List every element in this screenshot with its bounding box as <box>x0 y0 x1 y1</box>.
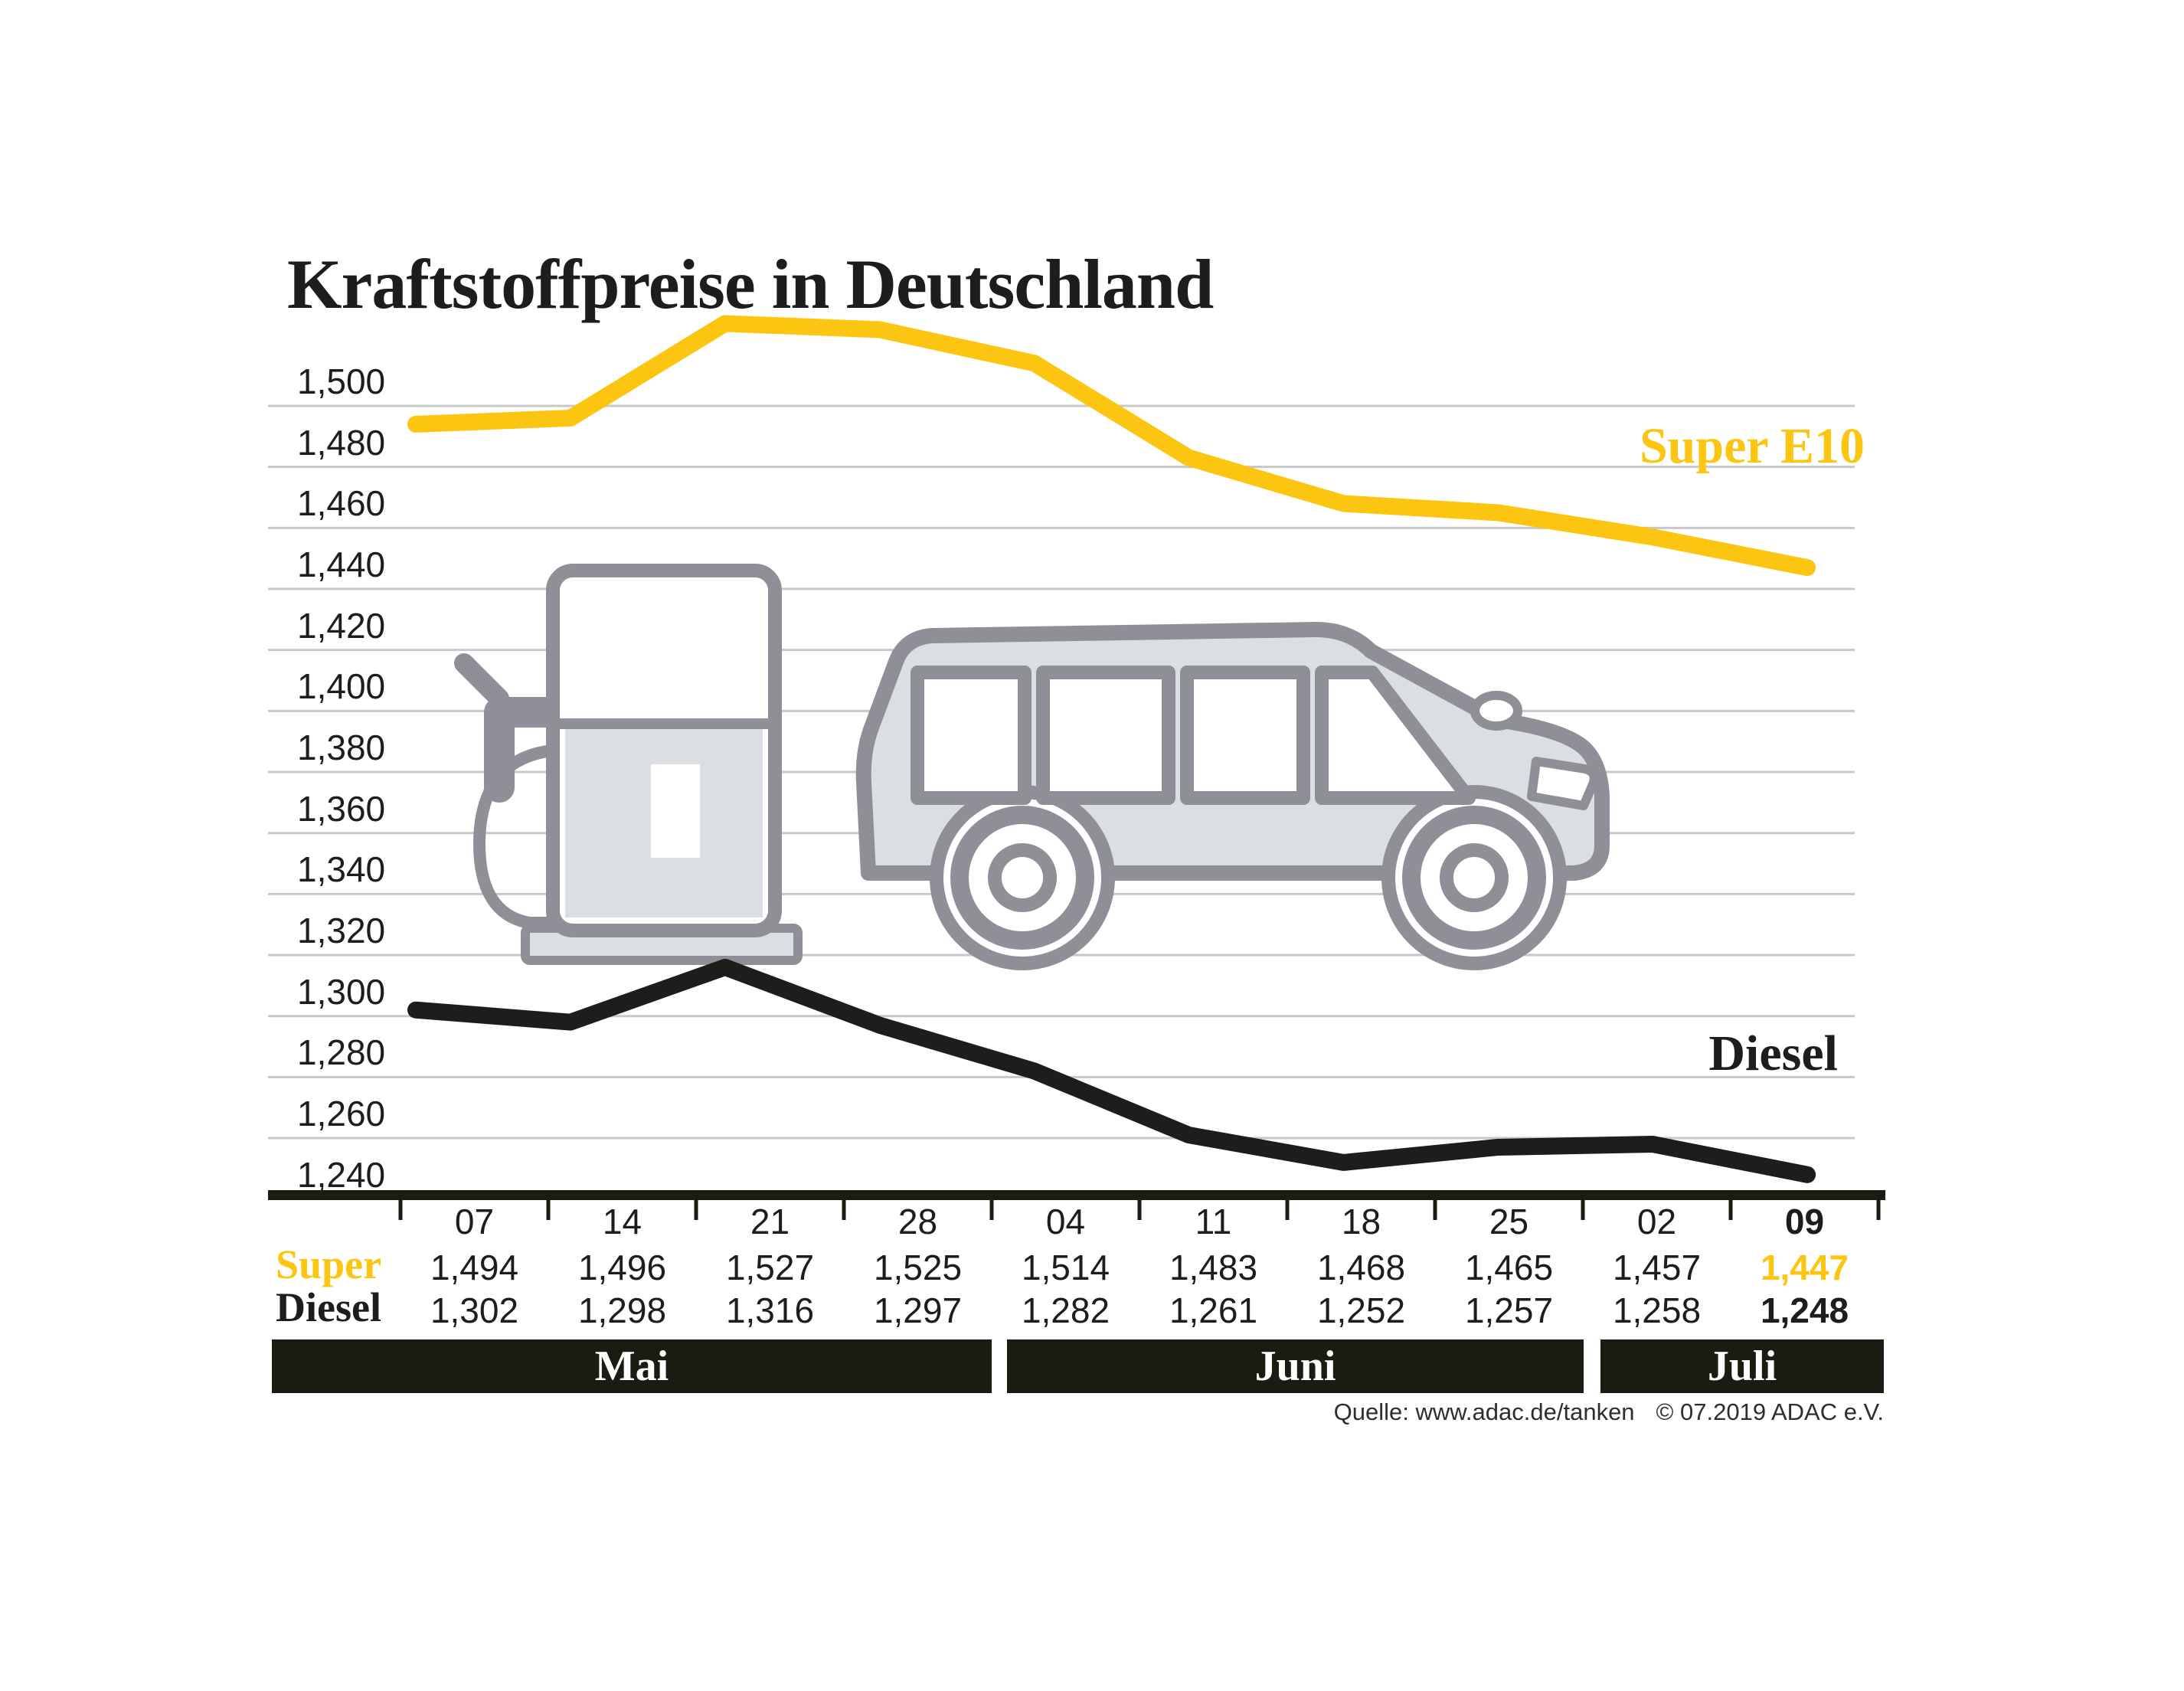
y-axis-label: 1,300 <box>297 971 386 1012</box>
tick-mark <box>546 1200 551 1220</box>
super-cell: 1,465 <box>1464 1248 1554 1287</box>
y-axis-label: 1,440 <box>297 545 386 584</box>
y-axis-label: 1,280 <box>297 1032 386 1073</box>
date-cell: 25 <box>1489 1202 1529 1241</box>
tick-mark <box>1433 1200 1437 1220</box>
y-axis-label: 1,380 <box>297 728 386 768</box>
tick-mark <box>989 1200 994 1220</box>
date-cell: 09 <box>1784 1202 1825 1241</box>
date-cell: 07 <box>454 1202 495 1241</box>
month-band-juli: Juli <box>1600 1339 1884 1393</box>
tick-mark <box>842 1200 846 1220</box>
super-cell: 1,527 <box>725 1248 815 1287</box>
car-icon <box>855 622 1610 970</box>
diesel-cell: 1,302 <box>430 1290 519 1330</box>
date-cell: 28 <box>897 1202 938 1241</box>
page-title: Kraftstoffpreise in Deutschland <box>287 245 1214 323</box>
diesel-cell: 1,298 <box>577 1290 667 1330</box>
series-line-diesel <box>407 958 1816 1183</box>
super-cell: 1,525 <box>873 1248 963 1287</box>
tick-mark <box>1285 1200 1290 1220</box>
table-row-label-super: Super <box>276 1241 382 1287</box>
date-cell: 14 <box>602 1202 642 1241</box>
diesel-cell: 1,258 <box>1612 1290 1702 1330</box>
series-label-diesel: Diesel <box>1708 1025 1838 1081</box>
decorative-icons <box>454 564 1610 970</box>
table-row-label-diesel: Diesel <box>276 1284 381 1330</box>
date-cell: 04 <box>1045 1202 1086 1241</box>
fuel-pump-icon <box>454 564 803 965</box>
y-axis-label: 1,420 <box>297 605 386 646</box>
y-axis-label: 1,320 <box>297 911 386 951</box>
y-axis-label: 1,360 <box>297 788 386 829</box>
date-cell: 18 <box>1341 1202 1381 1241</box>
x-axis-line <box>268 1190 1885 1200</box>
date-cell: 11 <box>1195 1202 1232 1241</box>
super-cell: 1,514 <box>1021 1248 1110 1287</box>
super-cell: 1,494 <box>430 1248 519 1287</box>
tick-mark <box>694 1200 698 1220</box>
y-axis-label: 1,340 <box>297 849 386 890</box>
diesel-cell: 1,297 <box>873 1290 963 1330</box>
diesel-cell: 1,257 <box>1464 1290 1554 1330</box>
line-layer <box>407 315 1816 1183</box>
tick-mark <box>1728 1200 1733 1220</box>
y-axis-label: 1,500 <box>297 361 386 401</box>
super-cell: 1,496 <box>577 1248 667 1287</box>
y-axis-label: 1,400 <box>297 666 386 707</box>
super-cell: 1,457 <box>1612 1248 1702 1287</box>
y-axis-label: 1,240 <box>297 1154 386 1195</box>
series-line-super-e10 <box>407 315 1816 577</box>
series-label-super-e10: Super E10 <box>1639 418 1865 474</box>
date-cell: 21 <box>750 1202 790 1241</box>
month-band-mai: Mai <box>272 1339 992 1393</box>
super-cell: 1,468 <box>1316 1248 1406 1287</box>
diesel-cell: 1,261 <box>1169 1290 1258 1330</box>
source-quelle: Quelle: www.adac.de/tanken <box>1333 1398 1635 1425</box>
y-axis-label: 1,260 <box>297 1094 386 1134</box>
diesel-cell: 1,316 <box>725 1290 815 1330</box>
y-axis-label: 1,460 <box>297 483 386 524</box>
tick-mark <box>1876 1200 1881 1220</box>
date-cell: 02 <box>1636 1202 1677 1241</box>
super-cell: 1,483 <box>1169 1248 1258 1287</box>
source-line: Quelle: www.adac.de/tanken © 07.2019 ADAC… <box>1334 1398 1884 1426</box>
y-axis-label: 1,480 <box>297 422 386 463</box>
tick-mark <box>1581 1200 1585 1220</box>
diesel-cell: 1,252 <box>1316 1290 1406 1330</box>
month-band-juni: Juni <box>1007 1339 1584 1393</box>
tick-mark <box>398 1200 403 1220</box>
super-cell: 1,447 <box>1760 1248 1849 1287</box>
diesel-cell: 1,248 <box>1760 1290 1849 1330</box>
source-copyright: © 07.2019 ADAC e.V. <box>1656 1398 1884 1425</box>
diesel-cell: 1,282 <box>1021 1290 1110 1330</box>
tick-mark <box>1137 1200 1142 1220</box>
